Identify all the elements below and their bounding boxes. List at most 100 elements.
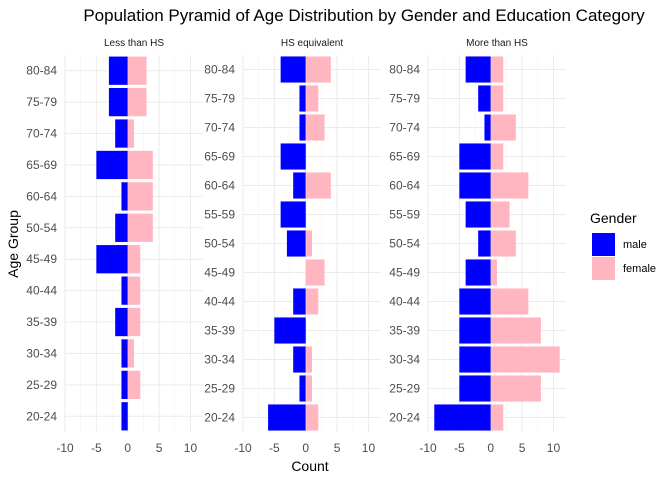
bar-male-40-44 bbox=[293, 288, 306, 315]
bar-male-65-69 bbox=[96, 150, 128, 180]
bar-female-50-54 bbox=[127, 213, 153, 242]
x-tick-label: -5 bbox=[454, 441, 465, 455]
bar-female-45-49 bbox=[127, 245, 141, 274]
bar-female-30-34 bbox=[305, 346, 312, 373]
bar-male-40-44 bbox=[459, 288, 491, 315]
y-tick-label: 70-74 bbox=[389, 121, 420, 135]
y-tick-label: 35-39 bbox=[26, 315, 57, 329]
x-tick-label: -5 bbox=[91, 441, 102, 455]
y-tick-label: 65-69 bbox=[389, 150, 420, 164]
legend-key-male bbox=[592, 233, 615, 256]
bar-male-75-79 bbox=[108, 87, 128, 117]
bar-female-30-34 bbox=[127, 339, 134, 368]
bar-male-50-54 bbox=[115, 213, 128, 242]
y-tick-label: 30-34 bbox=[26, 346, 57, 360]
bar-female-60-64 bbox=[490, 172, 529, 199]
y-tick-label: 20-24 bbox=[26, 409, 57, 423]
x-tick-label: 5 bbox=[334, 441, 341, 455]
bar-male-75-79 bbox=[299, 85, 306, 112]
y-tick-label: 65-69 bbox=[26, 158, 57, 172]
y-tick-label: 60-64 bbox=[389, 179, 420, 193]
bar-male-25-29 bbox=[121, 370, 128, 400]
y-tick-label: 30-34 bbox=[389, 353, 420, 367]
bar-male-45-49 bbox=[465, 259, 491, 286]
y-tick-label: 30-34 bbox=[204, 353, 235, 367]
panel-2: More than HS -10 -5 0 5 10 20-24 25-29 30-34 35-3… bbox=[389, 38, 566, 455]
y-tick-label: 60-64 bbox=[26, 189, 57, 203]
bar-female-45-49 bbox=[305, 259, 325, 286]
facet-strip-label: HS equivalent bbox=[281, 38, 343, 49]
bar-female-35-39 bbox=[490, 317, 541, 344]
y-tick-label: 45-49 bbox=[389, 266, 420, 280]
y-tick-label: 25-29 bbox=[389, 382, 420, 396]
bar-female-50-54 bbox=[490, 230, 516, 257]
legend-title: Gender bbox=[590, 210, 637, 226]
bar-female-20-24 bbox=[490, 404, 504, 431]
bar-female-70-74 bbox=[127, 119, 134, 148]
bar-female-45-49 bbox=[490, 259, 497, 286]
y-tick-label: 50-54 bbox=[389, 237, 420, 251]
legend-label-female: female bbox=[623, 263, 656, 275]
y-tick-label: 55-59 bbox=[389, 208, 420, 222]
bar-male-70-74 bbox=[299, 114, 306, 141]
bar-female-40-44 bbox=[305, 288, 319, 315]
bar-female-75-79 bbox=[305, 85, 319, 112]
bar-male-45-49 bbox=[96, 245, 128, 274]
facet-panels: Less than HS -10 -5 0 5 10 20-24 25-29 30-34 35-3… bbox=[26, 38, 566, 455]
y-tick-label: 25-29 bbox=[26, 378, 57, 392]
x-tick-label: 10 bbox=[362, 441, 376, 455]
panel-1: HS equivalent -10 -5 0 5 10 20-24 25-29 30-34 35-… bbox=[204, 38, 381, 455]
x-tick-label: -10 bbox=[419, 441, 437, 455]
y-tick-label: 55-59 bbox=[204, 208, 235, 222]
x-axis-title: Count bbox=[291, 458, 328, 474]
bar-male-20-24 bbox=[268, 404, 306, 431]
y-tick-label: 35-39 bbox=[204, 324, 235, 338]
x-tick-label: 0 bbox=[124, 441, 131, 455]
y-tick-label: 40-44 bbox=[389, 295, 420, 309]
x-tick-label: 5 bbox=[156, 441, 163, 455]
bar-female-65-69 bbox=[490, 143, 504, 170]
bar-female-25-29 bbox=[127, 370, 141, 400]
bar-male-75-79 bbox=[478, 85, 491, 112]
bar-female-60-64 bbox=[127, 182, 153, 211]
y-axis-title: Age Group bbox=[5, 210, 21, 278]
bar-male-25-29 bbox=[299, 375, 306, 402]
bar-male-35-39 bbox=[274, 317, 306, 344]
y-tick-label: 80-84 bbox=[26, 64, 57, 78]
bar-male-35-39 bbox=[459, 317, 491, 344]
legend-key-female bbox=[592, 257, 615, 280]
legend-label-male: male bbox=[623, 239, 647, 251]
y-tick-label: 20-24 bbox=[389, 411, 420, 425]
bar-male-80-84 bbox=[280, 56, 306, 83]
bar-female-75-79 bbox=[127, 87, 147, 117]
bar-female-40-44 bbox=[127, 276, 141, 305]
bar-male-70-74 bbox=[484, 114, 491, 141]
bar-female-50-54 bbox=[305, 230, 312, 257]
x-tick-label: -10 bbox=[234, 441, 252, 455]
y-tick-label: 80-84 bbox=[204, 63, 235, 77]
bar-female-30-34 bbox=[490, 346, 560, 373]
y-tick-label: 35-39 bbox=[389, 324, 420, 338]
bar-male-60-64 bbox=[121, 182, 128, 211]
y-tick-label: 50-54 bbox=[26, 221, 57, 235]
bar-male-50-54 bbox=[478, 230, 491, 257]
y-tick-label: 75-79 bbox=[26, 95, 57, 109]
bar-male-80-84 bbox=[108, 56, 128, 85]
bar-female-70-74 bbox=[490, 114, 516, 141]
bar-male-20-24 bbox=[121, 402, 128, 431]
facet-strip-label: More than HS bbox=[466, 38, 528, 49]
bar-male-30-34 bbox=[459, 346, 491, 373]
bar-female-35-39 bbox=[127, 307, 141, 337]
bar-female-80-84 bbox=[305, 56, 331, 83]
bar-male-60-64 bbox=[293, 172, 306, 199]
chart-title: Population Pyramid of Age Distribution b… bbox=[83, 6, 645, 25]
x-tick-label: 10 bbox=[184, 441, 198, 455]
legend: Gender male female bbox=[590, 210, 656, 280]
x-tick-label: -5 bbox=[269, 441, 280, 455]
y-tick-label: 45-49 bbox=[204, 266, 235, 280]
bar-male-80-84 bbox=[465, 56, 491, 83]
x-tick-label: 5 bbox=[519, 441, 526, 455]
bar-female-60-64 bbox=[305, 172, 331, 199]
bar-male-30-34 bbox=[293, 346, 306, 373]
